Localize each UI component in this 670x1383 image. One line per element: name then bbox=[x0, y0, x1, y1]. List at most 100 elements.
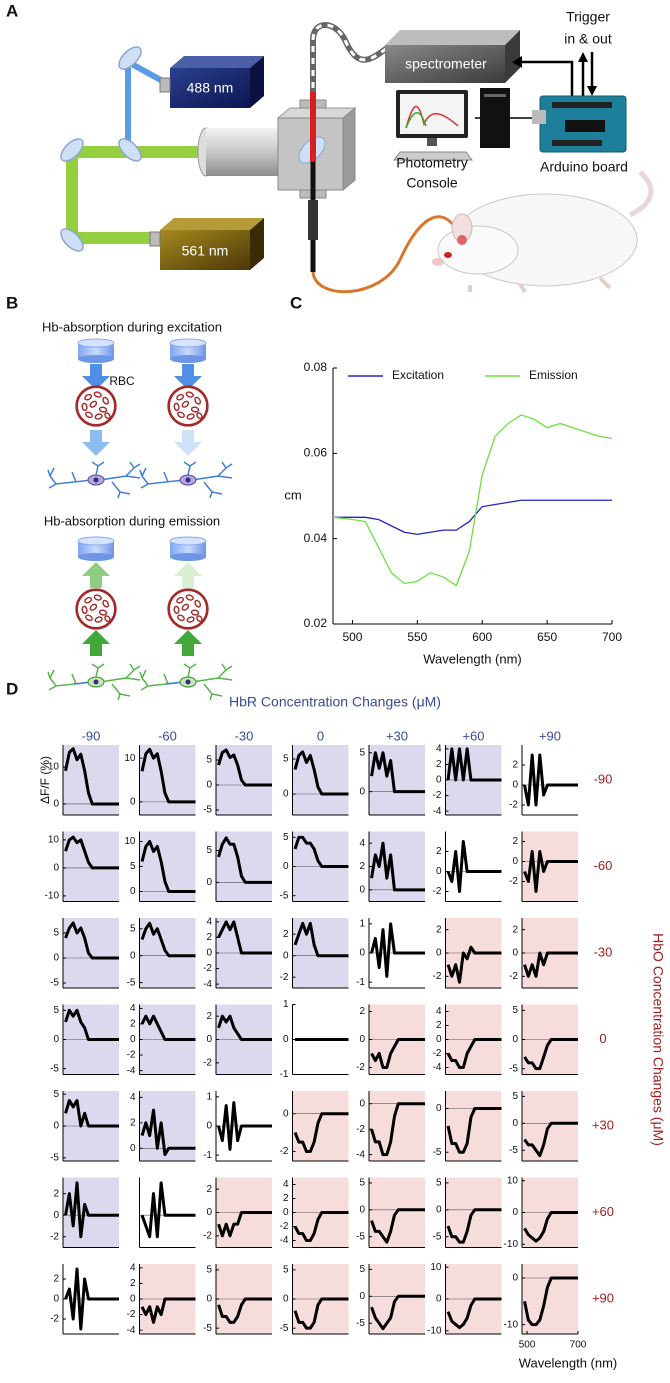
data-line bbox=[370, 841, 425, 892]
x-tick-label: 500 bbox=[342, 630, 362, 644]
rbc-label: RBC bbox=[109, 374, 135, 388]
connector bbox=[512, 56, 522, 68]
data-line bbox=[217, 920, 272, 955]
small-chart: 0 10 bbox=[48, 745, 119, 816]
small-chart: -4 -2 0 2 4 bbox=[127, 1003, 196, 1076]
laser-561: 561 nm bbox=[149, 218, 264, 270]
x-axis-label: Wavelength (nm) bbox=[519, 1355, 618, 1370]
y-tick-label: -2 bbox=[203, 1057, 212, 1068]
rat bbox=[457, 235, 467, 245]
y-tick-label: -2 bbox=[127, 1309, 136, 1320]
data-line bbox=[293, 1112, 349, 1154]
data-line bbox=[446, 1297, 502, 1330]
y-tick-label: 4 bbox=[359, 838, 365, 849]
data-line bbox=[523, 753, 578, 807]
y-tick-label: -5 bbox=[50, 1063, 59, 1074]
y-tick-label: -4 bbox=[203, 979, 212, 990]
filter-cube bbox=[276, 107, 357, 119]
data-line bbox=[446, 945, 502, 984]
small-chart: 05 bbox=[359, 745, 425, 816]
row-label: -60 bbox=[594, 858, 613, 873]
y-tick-label: 2 bbox=[359, 861, 365, 872]
y-tick-label: 0.02 bbox=[304, 616, 328, 630]
red-blood-cell bbox=[75, 588, 117, 630]
cell-background bbox=[216, 745, 272, 815]
x-tick-label: 700 bbox=[602, 630, 622, 644]
y-tick-label: 0 bbox=[436, 1204, 442, 1215]
y-tick-label: -4 bbox=[127, 1065, 136, 1076]
y-tick-label: 2 bbox=[206, 932, 212, 943]
y-tick-label: -1 bbox=[356, 977, 365, 988]
setup-diagram: 488 nm 561 nm bbox=[60, 9, 654, 294]
y-tick-label: -2 bbox=[433, 886, 442, 897]
data-line bbox=[370, 1208, 425, 1244]
optical-fiber bbox=[308, 22, 464, 294]
arduino-label: Arduino board bbox=[540, 159, 628, 175]
arrow bbox=[82, 364, 202, 656]
y-tick-label: -5 bbox=[280, 1323, 289, 1334]
y-tick-label: 10 bbox=[124, 836, 136, 847]
trigger-label: Trigger bbox=[566, 9, 610, 25]
row-label: -30 bbox=[594, 944, 613, 959]
row-label: 0 bbox=[599, 1031, 606, 1046]
small-chart: -5 0 5 bbox=[280, 831, 349, 902]
y-tick-label: 2 bbox=[206, 1184, 212, 1195]
y-tick-label: 5 bbox=[53, 928, 59, 939]
legend-label: Excitation bbox=[392, 368, 444, 382]
small-chart: -2 0 2 bbox=[50, 1177, 119, 1248]
y-tick-label: 4 bbox=[130, 1003, 136, 1014]
y-tick-label: 0.08 bbox=[304, 360, 328, 374]
data-line bbox=[217, 1101, 272, 1151]
y-tick-label: -2 bbox=[280, 1221, 289, 1232]
arduino bbox=[552, 140, 602, 146]
y-tick-label: 2 bbox=[283, 1193, 289, 1204]
y-tick-label: 2 bbox=[206, 1011, 212, 1022]
data-line bbox=[217, 1297, 272, 1324]
console-label: Photometry bbox=[396, 155, 468, 171]
y-tick-label: 5 bbox=[53, 1005, 59, 1016]
y-tick-label: 4 bbox=[283, 1179, 289, 1190]
data-line bbox=[523, 1121, 578, 1158]
y-tick-label: -5 bbox=[203, 1323, 212, 1334]
small-chart: -10 0 10 bbox=[504, 1175, 578, 1250]
y-tick-label: -2 bbox=[356, 1062, 365, 1073]
rat bbox=[468, 276, 612, 294]
y-tick-label: 2 bbox=[512, 924, 518, 935]
y-tick-label: 0 bbox=[206, 877, 212, 888]
y-tick-label: 10 bbox=[48, 835, 60, 846]
data-line bbox=[523, 1276, 578, 1327]
data-line bbox=[370, 751, 425, 794]
row-label: +30 bbox=[592, 1117, 614, 1132]
data-line bbox=[293, 1211, 349, 1242]
y-tick-label: -4 bbox=[280, 1235, 289, 1246]
y-tick-label: 0 bbox=[512, 1273, 518, 1284]
spectrum-chart: 0.02 0.04 0.06 0.08 500 550 600 650 700 Wavelengt… bbox=[284, 360, 622, 666]
y-tick-label: 0 bbox=[130, 1143, 136, 1154]
connector bbox=[520, 60, 574, 98]
optical-fiber bbox=[311, 215, 464, 294]
console-label: Console bbox=[406, 175, 458, 191]
mirror bbox=[118, 138, 142, 162]
y-tick-label: -5 bbox=[50, 1152, 59, 1163]
laser-561 bbox=[160, 218, 264, 230]
laser-488 bbox=[170, 68, 250, 108]
spectrometer bbox=[505, 30, 520, 83]
data-line bbox=[523, 1211, 578, 1243]
y-tick-label: 5 bbox=[359, 747, 365, 758]
small-chart: -2 0 2 bbox=[509, 831, 578, 902]
computer bbox=[427, 138, 437, 146]
rat bbox=[437, 225, 519, 275]
rat bbox=[432, 258, 444, 266]
y-tick-label: 0 bbox=[206, 1294, 212, 1305]
y-tick-label: 5 bbox=[283, 1264, 289, 1275]
cell-background bbox=[216, 831, 272, 902]
mirror bbox=[60, 138, 84, 162]
y-tick-label: -2 bbox=[280, 972, 289, 983]
spectrometer bbox=[385, 45, 505, 83]
data-line bbox=[332, 414, 613, 587]
data-line bbox=[140, 1014, 196, 1041]
grid-title: HbR Concentration Changes (μM) bbox=[229, 694, 441, 710]
arrow bbox=[82, 630, 110, 656]
